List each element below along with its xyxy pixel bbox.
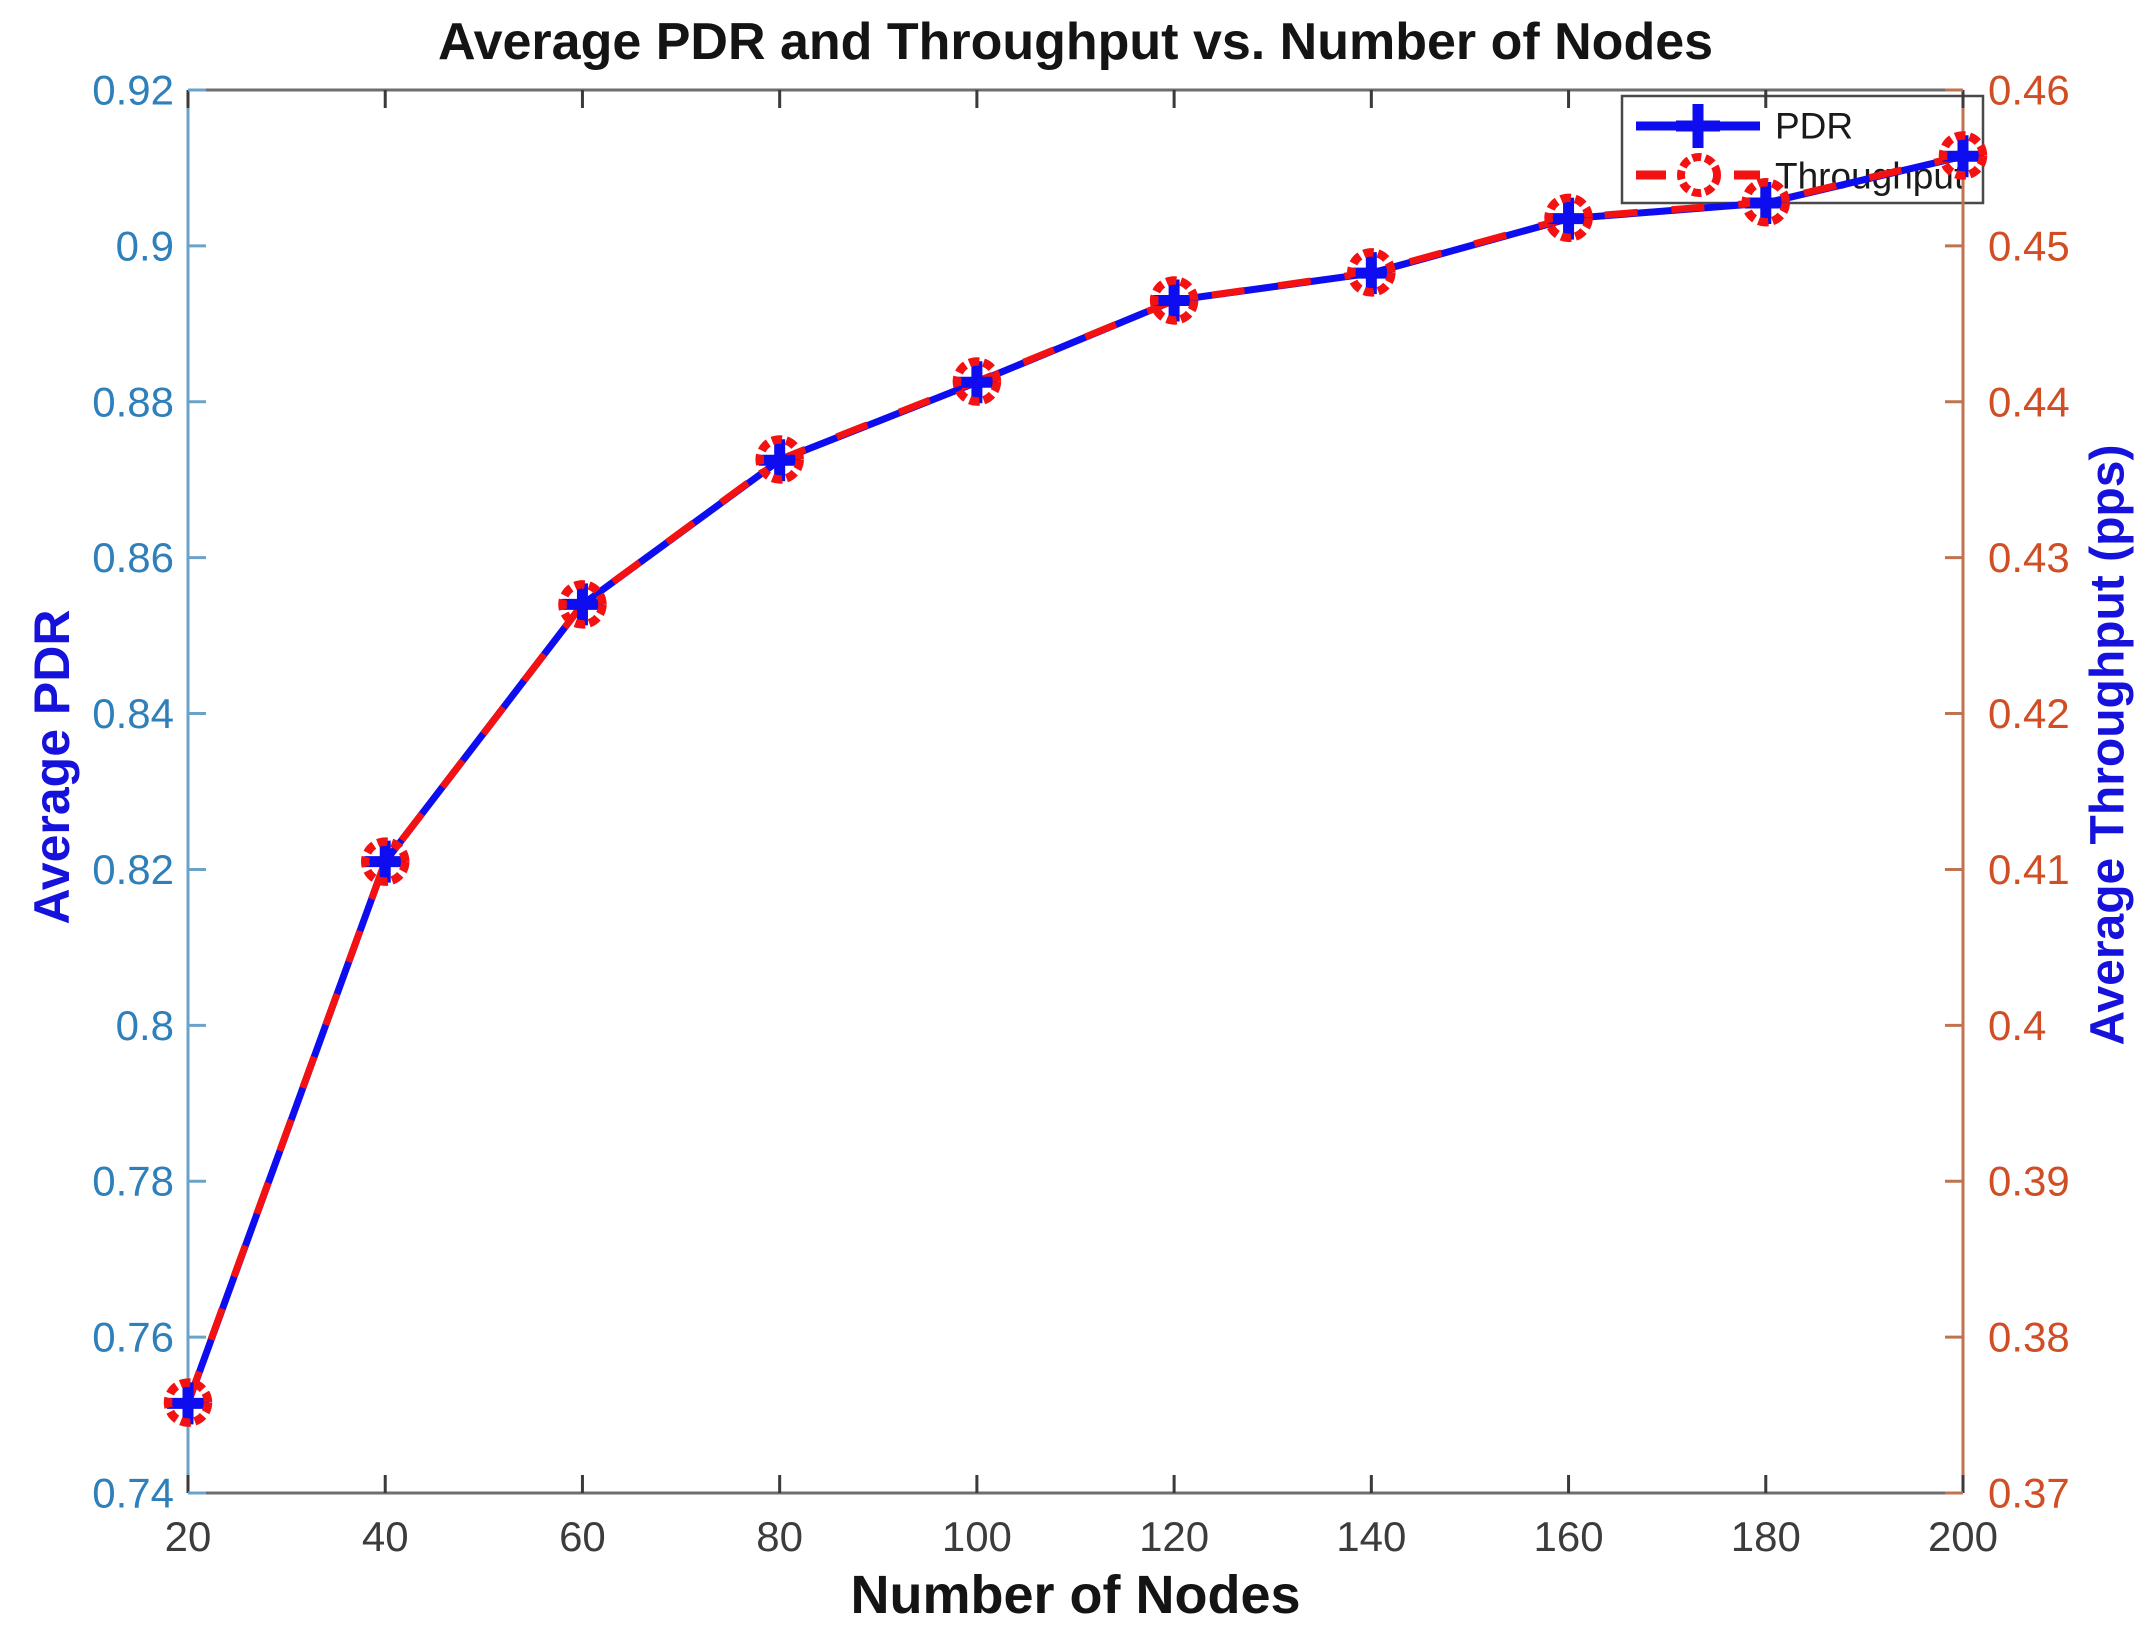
x-tick-label: 200 [1928,1513,1998,1560]
x-tick-label: 60 [559,1513,606,1560]
throughput-marker-circle [1149,276,1199,325]
y-right-tick-label: 0.41 [1988,846,2070,893]
pdr-line [184,152,1964,1405]
y-left-tick-label: 0.82 [92,846,174,893]
y-left-tick-label: 0.76 [92,1314,174,1361]
y-right-tick-label: 0.39 [1988,1158,2070,1205]
series [163,131,1988,1427]
chart-title: Average PDR and Throughput vs. Number of… [437,13,1714,71]
y-left-tick-label: 0.8 [116,1002,174,1049]
legend-label-pdr: PDR [1775,106,1853,147]
y-right-tick-label: 0.37 [1988,1470,2070,1517]
y-right-tick-label: 0.43 [1988,534,2070,581]
throughput-marker-circle [163,1378,213,1427]
y-right-tick-label: 0.4 [1988,1002,2046,1049]
y-left-tick-label: 0.88 [92,378,174,425]
x-tick-label: 100 [942,1513,1012,1560]
y-right-tick-label: 0.46 [1988,67,2070,114]
throughput-marker-circle [1347,248,1396,297]
legend-throughput-circle-icon [1677,153,1721,197]
x-tick-label: 20 [165,1513,212,1560]
x-tick-label: 140 [1336,1513,1406,1560]
throughput-marker-circle [1741,177,1791,227]
y-left-tick-label: 0.74 [92,1470,174,1517]
x-tick-label: 160 [1534,1513,1604,1560]
y-left-tick-label: 0.9 [116,222,174,269]
y-left-tick-label: 0.92 [92,67,174,114]
throughput-marker-circle [1938,131,1988,180]
y-left-tick-label: 0.78 [92,1158,174,1205]
x-tick-label: 120 [1139,1513,1209,1560]
throughput-marker-circle [1544,193,1593,243]
y-right-tick-label: 0.42 [1988,690,2070,737]
x-tick-label: 80 [756,1513,803,1560]
legend[interactable]: PDR Throughput [1620,94,1985,205]
throughput-marker-circle [558,580,607,629]
x-tick-label: 40 [362,1513,409,1560]
x-axis-label: Number of Nodes [850,1565,1301,1625]
y-left-tick-label: 0.86 [92,534,174,581]
legend-entry-pdr: PDR [1636,104,1853,148]
y-left-tick-label: 0.84 [92,690,174,737]
axes: 20 40 60 80 100 120 140 160 180 200 0.74 0.76 0.78 0.… [92,67,2070,1561]
y-right-tick-label: 0.45 [1988,222,2070,269]
y-right-tick-label: 0.44 [1988,378,2070,425]
x-tick-label: 180 [1731,1513,1801,1560]
throughput-line [184,152,1964,1404]
throughput-marker-circle [360,837,410,886]
y-right-tick-label: 0.38 [1988,1314,2070,1361]
throughput-marker-circle [952,357,1002,406]
throughput-marker-circle [755,435,804,484]
